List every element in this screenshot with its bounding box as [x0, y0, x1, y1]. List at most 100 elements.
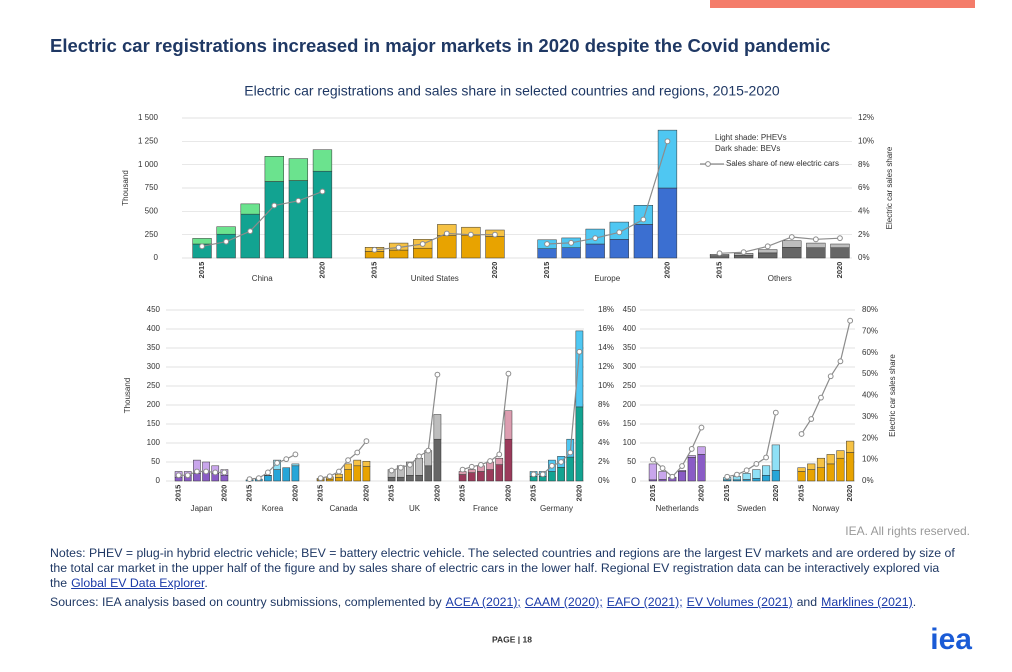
y-tick-label: 400: [147, 324, 161, 333]
x-tick-label: 2020: [574, 485, 583, 502]
share-point: [576, 348, 583, 355]
phev-bar: [648, 463, 657, 481]
phev-bar: [312, 149, 333, 172]
share-point: [664, 138, 671, 145]
link[interactable]: CAAM (2020);: [524, 595, 603, 609]
share-point: [212, 469, 219, 476]
y-tick-label: 0: [156, 476, 161, 485]
x-tick-label: 2020: [361, 485, 370, 502]
bev-bar: [836, 457, 845, 482]
top-banner: [710, 0, 975, 8]
y-tick-label: 300: [147, 362, 161, 371]
bev-bar: [633, 224, 654, 259]
y-tick-label: 250: [147, 381, 161, 390]
phev-bar: [504, 410, 513, 440]
group-label: Others: [768, 274, 792, 283]
x-tick-label: 2015: [458, 485, 467, 502]
bev-bar: [485, 236, 505, 259]
y-tick-label: 100: [623, 438, 637, 447]
phev-bar: [742, 473, 751, 480]
y2-tick-label: 60%: [862, 348, 878, 357]
share-line: [374, 232, 495, 251]
legend-point: [705, 161, 711, 167]
x-tick-label: 2020: [317, 262, 326, 279]
phev-bar: [762, 465, 771, 476]
bev-bar: [264, 181, 284, 259]
x-tick-label: 2020: [771, 485, 780, 502]
y-tick-label: 450: [147, 305, 161, 314]
bev-bar: [387, 476, 396, 482]
y2-tick-label: 8%: [858, 160, 870, 169]
bev-bar: [585, 243, 605, 259]
share-point: [837, 235, 843, 242]
share-point: [199, 243, 205, 250]
bev-bar: [806, 247, 826, 259]
group-label: Canada: [329, 504, 358, 513]
share-point: [487, 458, 493, 464]
y2-tick-label: 10%: [862, 455, 878, 464]
y-tick-label: 1 000: [138, 160, 159, 169]
link[interactable]: EAFO (2021);: [606, 595, 683, 609]
bev-bar: [566, 456, 575, 482]
share-point: [247, 228, 254, 235]
link[interactable]: Global EV Data Explorer: [71, 576, 205, 590]
y-tick-label: 0: [632, 476, 637, 485]
bev-bar: [758, 252, 778, 259]
share-point: [255, 475, 262, 482]
phev-bar: [335, 473, 343, 478]
phev-bar: [758, 249, 778, 254]
phev-bar: [216, 226, 236, 235]
bev-bar: [830, 247, 850, 259]
share-line: [719, 236, 840, 254]
y2-tick-label: 8%: [598, 400, 610, 409]
phev-bar: [288, 158, 309, 181]
share-point: [567, 449, 574, 456]
bev-bar: [752, 478, 761, 482]
bev-bar: [362, 466, 371, 482]
x-tick-label: 2020: [290, 485, 299, 502]
bev-bar: [467, 472, 476, 482]
link[interactable]: ACEA (2021);: [445, 595, 521, 609]
phev-bar: [830, 243, 850, 248]
bev-bar: [396, 476, 405, 482]
share-point: [669, 473, 676, 480]
phev-bar: [240, 203, 260, 215]
phev-bar: [362, 460, 371, 467]
bev-bar: [687, 457, 696, 482]
y-tick-label: 400: [623, 324, 637, 333]
share-line: [201, 190, 323, 247]
group-label: Netherlands: [656, 504, 699, 513]
y2-tick-label: 0%: [598, 476, 610, 485]
share-point: [549, 462, 555, 469]
x-tick-label: 2020: [696, 485, 705, 502]
group-label: Korea: [262, 504, 284, 513]
text: .: [912, 595, 917, 609]
bev-bar: [486, 469, 494, 482]
y2-tick-label: 30%: [862, 412, 878, 421]
y-tick-label: 350: [623, 343, 637, 352]
bev-bar: [609, 239, 629, 259]
bev-bar: [548, 471, 556, 482]
bev-bar: [437, 235, 457, 259]
x-tick-label: 2020: [490, 262, 499, 279]
share-point: [336, 468, 342, 475]
share-point: [568, 239, 575, 246]
link[interactable]: EV Volumes (2021): [686, 595, 793, 609]
share-point: [847, 317, 854, 324]
share-point: [271, 202, 278, 209]
link[interactable]: Marklines (2021): [821, 595, 913, 609]
group-label: Japan: [191, 504, 213, 513]
group-label: Sweden: [737, 504, 766, 513]
y-tick-label: 0: [154, 253, 159, 262]
x-tick-label: 2015: [370, 262, 379, 279]
text: Notes: PHEV = plug-in hybrid electric ve…: [50, 546, 955, 590]
notes: Notes: PHEV = plug-in hybrid electric ve…: [50, 546, 970, 591]
bev-bar: [413, 247, 433, 259]
share-point: [478, 461, 484, 468]
share-point: [616, 229, 623, 236]
share-point: [530, 471, 537, 478]
y2-tick-label: 0%: [862, 476, 874, 485]
bev-bar: [797, 471, 806, 482]
bev-bar: [504, 438, 513, 482]
